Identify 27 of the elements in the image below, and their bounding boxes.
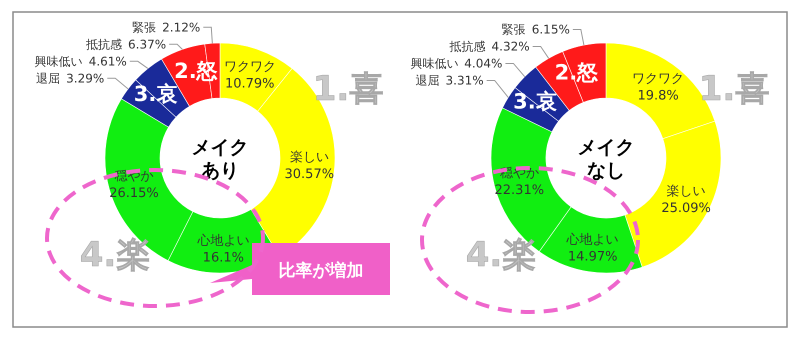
slice-label: 退屈 3.31%	[416, 73, 484, 88]
slice-label: 緊張 6.15%	[502, 22, 570, 36]
slice-label: 心地よい	[196, 232, 250, 248]
text: 1.喜	[698, 69, 770, 109]
slice-label: 楽しい	[666, 184, 706, 199]
slice-label: 心地よい	[566, 232, 619, 248]
text: 4.楽	[466, 235, 536, 275]
data-label: 16.1%	[202, 250, 244, 266]
slice-label: 抵抗感 4.32%	[448, 39, 530, 54]
slice-label: ワクワク	[632, 71, 684, 86]
slice-label: 退屈 3.29%	[36, 71, 104, 86]
data-label: 10.79%	[224, 76, 275, 92]
text: 比率が増加	[278, 260, 364, 281]
text: 4.楽	[80, 235, 150, 275]
data-label: 14.97%	[568, 250, 618, 264]
slice-label: 緊張 2.12%	[132, 20, 200, 34]
data-label: 19.8%	[638, 88, 679, 104]
data-label: 22.31%	[494, 183, 544, 198]
slice-label: 楽しい	[290, 150, 329, 166]
text: 3.哀	[513, 89, 557, 114]
data-label: 30.57%	[284, 167, 334, 182]
slice-label: ワクワク	[224, 60, 276, 75]
slice-label: 興味低い 4.61%	[34, 54, 127, 68]
slice-label: 抵抗感 6.37%	[85, 37, 166, 52]
text: メイクなし	[578, 136, 634, 182]
text: 1.喜	[312, 69, 384, 109]
slice-label: 興味低い 4.04%	[410, 56, 502, 70]
